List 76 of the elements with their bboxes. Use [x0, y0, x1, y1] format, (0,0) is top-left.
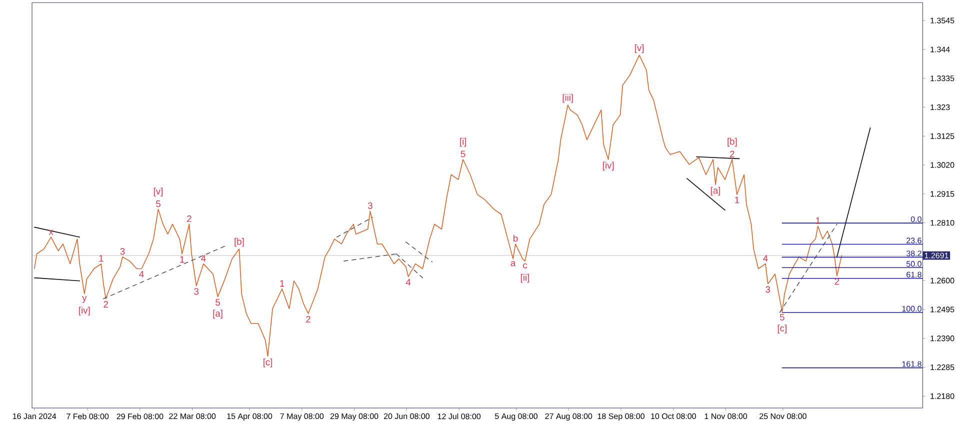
annotation: [a]: [710, 186, 720, 196]
annotation: 4: [763, 255, 768, 262]
series-label: 0.0: [910, 216, 922, 222]
x-tick-label: 27 Aug 08:00: [545, 413, 592, 421]
y-tick-label: 1.3020: [930, 162, 954, 168]
annotation: 4: [201, 255, 206, 262]
series-label: 38.2: [906, 250, 922, 256]
x-tick-label: 22 Mar 08:00: [169, 413, 216, 420]
y-tick-label: 1.3335: [930, 76, 954, 82]
series-label: 50.0: [906, 261, 922, 267]
annotation: [c]: [264, 358, 272, 368]
y-tick-label: 1.323: [930, 104, 950, 110]
annotation: [v]: [154, 188, 162, 196]
x-tick-label: 7 May 08:00: [280, 413, 324, 421]
y-tick-label: 1.2495: [930, 306, 954, 312]
annotation: c: [523, 263, 528, 268]
annotation: 5: [216, 299, 220, 306]
series-label: 23.6: [906, 238, 922, 244]
y-tick-label: 1.2180: [930, 393, 954, 399]
series-label: 61.8: [906, 272, 922, 278]
y-tick-label: 1.3545: [930, 18, 954, 24]
x-tick-label: 25 Nov 08:00: [760, 413, 806, 420]
series-label: 100.0: [902, 306, 922, 312]
annotation: 3: [194, 288, 199, 295]
annotation: [iii]: [562, 94, 573, 103]
annotation: [v]: [635, 44, 644, 53]
annotation: 1: [280, 280, 284, 287]
annotation: 2: [834, 278, 840, 285]
annotation: 1: [735, 196, 740, 204]
y-tick-label: 1.2285: [930, 364, 954, 370]
x-tick-label: 16 Jan 2024: [12, 413, 56, 420]
annotation: a: [510, 261, 516, 266]
ref-line-label: 1.2691: [924, 252, 948, 258]
annotation: y: [82, 296, 87, 303]
x-tick-label: 29 Feb 08:00: [116, 413, 164, 420]
annotation: [a]: [213, 310, 222, 318]
y-tick-label: 1.2390: [930, 336, 954, 342]
annotation: 1: [180, 256, 184, 263]
annotation: [i]: [460, 138, 466, 147]
annotation: [iv]: [79, 306, 90, 316]
x-tick-label: 29 May 08:00: [330, 413, 378, 421]
annotation: [ii]: [520, 274, 529, 283]
x-tick-label: 10 Oct 08:00: [651, 413, 696, 420]
y-tick-label: 1.2915: [930, 191, 954, 197]
x-tick-label: 1 Nov 08:00: [704, 413, 748, 420]
annotation: 2: [306, 316, 310, 322]
annotation: b: [513, 234, 518, 242]
annotation: 2: [730, 150, 734, 158]
x-tick-label: 12 Jul 08:00: [438, 413, 481, 420]
annotation: [b]: [234, 238, 244, 247]
x-tick-label: 20 Jun 08:00: [384, 413, 430, 420]
annotation: 3: [368, 202, 372, 209]
y-tick-label: 1.3125: [930, 133, 954, 139]
x-tick-label: 15 Apr 08:00: [227, 413, 272, 421]
annotation: 1: [816, 217, 820, 224]
annotation: 1: [99, 255, 104, 262]
annotation: 2: [187, 215, 192, 222]
series-label: 161.8: [902, 361, 922, 367]
annotation: 5: [460, 150, 466, 158]
x-tick-label: 18 Sep 08:00: [598, 413, 644, 421]
annotation: 4: [139, 271, 144, 278]
annotation: 3: [120, 248, 125, 255]
annotation: [c]: [778, 324, 786, 334]
annotation: 5: [156, 200, 160, 208]
annotation: 5: [780, 314, 784, 320]
annotation: 4: [406, 278, 411, 286]
x-tick-label: 7 Feb 08:00: [66, 413, 109, 420]
annotation: [b]: [728, 138, 737, 147]
annotation: 3: [766, 286, 770, 293]
x-tick-label: 5 Aug 08:00: [494, 413, 538, 421]
y-tick-label: 1.2600: [930, 278, 954, 284]
annotation: x: [48, 230, 54, 235]
y-tick-label: 1.2810: [930, 220, 954, 226]
annotation: 2: [104, 301, 108, 308]
y-tick-label: 1.344: [930, 46, 950, 52]
annotation: [iv]: [603, 162, 614, 170]
